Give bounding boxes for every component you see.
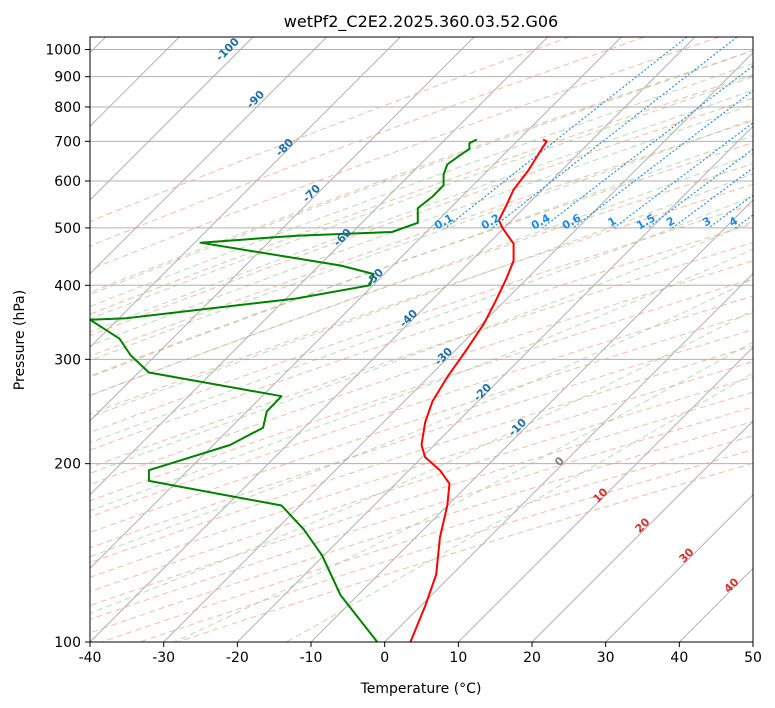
- dry-adiabat-line: [90, 74, 753, 315]
- dry-adiabat-line: [90, 142, 753, 377]
- chart-title: wetPf2_C2E2.2025.360.03.52.G06: [284, 12, 558, 32]
- background-lines: [90, 37, 753, 642]
- moist-adiabat-line: [90, 63, 753, 308]
- x-tick-label: 0: [380, 650, 389, 666]
- moist-adiabat-line: [90, 50, 753, 296]
- isotherm-line: [90, 37, 475, 422]
- plot-frame: [89, 36, 754, 643]
- dry-adiabat-line: [90, 312, 753, 533]
- y-tick-label: 900: [54, 70, 81, 86]
- dry-adiabat-line: [90, 37, 645, 247]
- mixing-ratio-line: [672, 167, 753, 229]
- isotherm-line: [310, 199, 753, 642]
- y-tick-label: 400: [54, 278, 81, 294]
- y-axis-title: Pressure (hPa): [12, 290, 28, 390]
- moist-adiabat-line: [90, 89, 753, 333]
- y-tick-label: 600: [54, 174, 81, 190]
- y-tick-label: 200: [54, 457, 81, 473]
- x-tick-label: 40: [670, 650, 688, 666]
- isotherm-line: [236, 125, 753, 642]
- moist-adiabat-line: [90, 76, 753, 320]
- mixing-ratio-line: [492, 37, 738, 229]
- moist-adiabat-line: [90, 173, 753, 418]
- x-tick-label: 30: [597, 650, 615, 666]
- sounding-series: [90, 138, 548, 642]
- mixing-ratio-line: [613, 122, 753, 229]
- isotherm-line: [90, 37, 696, 642]
- dry-adiabat-line: [90, 260, 753, 485]
- dry-adiabat-line: [90, 223, 753, 451]
- dry-adiabat-line: [90, 97, 753, 337]
- dry-adiabat-line: [90, 329, 753, 549]
- isotherm-line: [531, 420, 753, 642]
- plot-area: 0.10.20.40.611.52346810131620253036-100-…: [90, 37, 753, 642]
- dry-adiabat-line: [90, 163, 753, 396]
- y-tick-label: 800: [54, 100, 81, 116]
- dewpoint-line: [90, 138, 478, 642]
- isotherm-line: [90, 37, 549, 496]
- x-tick-label: -40: [79, 650, 102, 666]
- x-axis-title: Temperature (°C): [360, 681, 482, 697]
- moist-adiabat-line: [90, 153, 753, 397]
- moist-adiabat-line: [90, 278, 753, 558]
- isotherm-line: [605, 493, 753, 642]
- y-tick-label: 500: [54, 221, 81, 237]
- x-tick-label: -30: [152, 650, 175, 666]
- x-tick-label: -20: [226, 650, 249, 666]
- isotherm-line: [384, 272, 753, 642]
- mixing-ratio-line: [542, 65, 753, 229]
- isotherm-line: [163, 51, 753, 642]
- dry-adiabat-line: [90, 361, 753, 578]
- moist-adiabat-line: [90, 118, 753, 362]
- dry-adiabat-line: [90, 50, 753, 293]
- isotherm-line: [90, 37, 622, 570]
- dry-adiabat-line: [90, 120, 753, 357]
- y-tick-label: 100: [54, 635, 81, 651]
- isotherm-line: [90, 37, 254, 201]
- x-tick-label: -10: [300, 650, 323, 666]
- moist-adiabat-line: [90, 195, 753, 444]
- isotherm-line: [90, 37, 401, 349]
- x-tick-label: 50: [744, 650, 762, 666]
- dry-adiabat-line: [90, 391, 753, 607]
- temperature-line: [409, 138, 548, 642]
- dry-adiabat-line: [90, 37, 570, 223]
- y-tick-label: 700: [54, 134, 81, 150]
- y-tick-label: 300: [54, 352, 81, 368]
- axis-ticks: -40 -30 -20 -10 0 10 20 30 40 50 100 200 300 400 500 60…: [45, 43, 762, 666]
- isotherm-line: [90, 37, 328, 275]
- dry-adiabat-line: [90, 183, 753, 415]
- mixing-ratio-line: [572, 90, 753, 229]
- x-tick-label: 10: [449, 650, 467, 666]
- y-tick-label: 1000: [45, 43, 81, 59]
- dry-adiabat-line: [90, 278, 753, 502]
- isotherm-line: [457, 346, 753, 642]
- x-tick-label: 20: [523, 650, 541, 666]
